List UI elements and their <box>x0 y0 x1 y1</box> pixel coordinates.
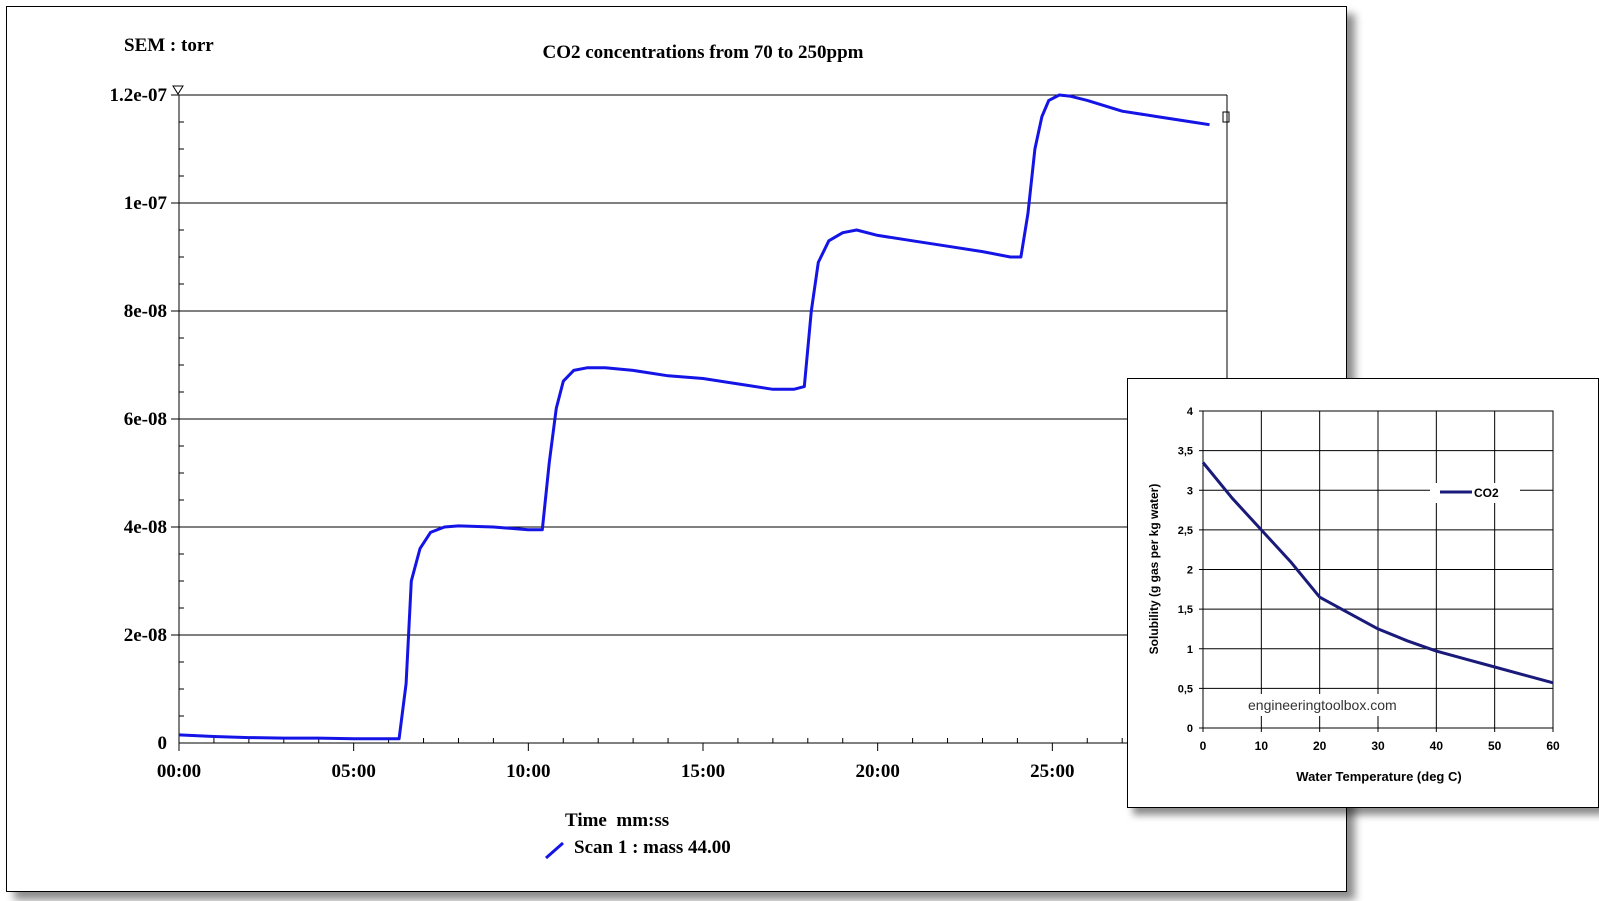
inset-annotation-bg <box>1243 694 1433 716</box>
inset-x-tick-label-3: 30 <box>1371 739 1385 753</box>
main-grid <box>171 94 1227 636</box>
inset-plot-frame <box>1202 410 1554 729</box>
main-series-line <box>178 93 1210 741</box>
legend-line-icon <box>545 841 564 860</box>
main-y-tick-label-3: 6e-08 <box>124 409 167 430</box>
main-x-tick-label-2: 10:00 <box>506 761 550 782</box>
inset-y-tick-label-4: 2 <box>1187 565 1193 577</box>
inset-x-axis-label: Water Temperature (deg C) <box>1296 769 1461 784</box>
legend-entry-scan1: Scan 1 : mass 44.00 <box>574 837 731 858</box>
main-y-tick-label-2: 4e-08 <box>124 517 167 538</box>
inset-x-tick-label-4: 40 <box>1430 739 1444 753</box>
inset-chart-panel: 0 0,5 1 1,5 2 2,5 3 3,5 4 0 10 20 30 40 50 60 engineer… <box>1127 378 1599 808</box>
main-y-tick-label-4: 8e-08 <box>124 301 167 322</box>
inset-y-tick-label-7: 3,5 <box>1178 446 1193 458</box>
inset-y-tick-label-2: 1 <box>1187 644 1193 656</box>
inset-y-tick-labels: 0 0,5 1 1,5 2 2,5 3 3,5 4 <box>1178 406 1194 735</box>
inset-chart-svg: 0 0,5 1 1,5 2 2,5 3 3,5 4 0 10 20 30 40 50 60 engineer… <box>1147 406 1560 784</box>
inset-y-tick-label-0: 0 <box>1187 723 1193 735</box>
main-y-tick-label-5: 1e-07 <box>124 193 168 214</box>
inset-y-tick-label-1: 0,5 <box>1178 683 1193 695</box>
inset-x-tick-label-6: 60 <box>1546 739 1560 753</box>
inset-series-line <box>1201 461 1554 685</box>
inset-y-tick-label-8: 4 <box>1187 406 1194 418</box>
main-x-tick-label-4: 20:00 <box>856 761 900 782</box>
main-y-tick-labels: 0 2e-08 4e-08 6e-08 8e-08 1e-07 1.2e-07 <box>109 85 167 754</box>
inset-y-tick-label-5: 2,5 <box>1178 525 1193 537</box>
main-chart-panel: 0 2e-08 4e-08 6e-08 8e-08 1e-07 1.2e-07 00:00 0… <box>6 6 1347 892</box>
main-x-tick-labels: 00:00 05:00 10:00 15:00 20:00 25:00 <box>157 761 1075 782</box>
main-x-axis-label: Time mm:ss <box>565 810 669 831</box>
inset-y-axis-label: Solubility (g gas per kg water) <box>1147 484 1161 655</box>
top-marker-icon <box>172 85 184 95</box>
corner-unit-label: SEM : torr <box>124 35 214 56</box>
main-y-tick-label-0: 0 <box>158 733 168 754</box>
inset-x-tick-label-1: 10 <box>1255 739 1269 753</box>
main-x-tick-label-1: 05:00 <box>332 761 376 782</box>
main-x-tick-label-5: 25:00 <box>1030 761 1074 782</box>
main-minor-ticks <box>178 94 1228 751</box>
main-y-tick-label-1: 2e-08 <box>124 625 167 646</box>
inset-legend-bg <box>1430 483 1520 503</box>
main-x-tick-label-3: 15:00 <box>681 761 725 782</box>
end-marker-icon <box>1222 111 1230 123</box>
main-chart-title: CO2 concentrations from 70 to 250ppm <box>542 42 863 63</box>
inset-y-tick-label-3: 1,5 <box>1178 604 1193 616</box>
inset-x-tick-label-0: 0 <box>1200 739 1207 753</box>
inset-x-tick-labels: 0 10 20 30 40 50 60 <box>1200 739 1560 753</box>
inset-annotation: engineeringtoolbox.com <box>1248 697 1397 713</box>
inset-grid <box>1199 410 1554 732</box>
inset-legend-entry-co2: CO2 <box>1474 486 1499 500</box>
main-x-tick-label-0: 00:00 <box>157 761 201 782</box>
inset-y-tick-label-6: 3 <box>1187 485 1193 497</box>
main-y-tick-label-6: 1.2e-07 <box>109 85 167 106</box>
inset-x-tick-label-5: 50 <box>1488 739 1502 753</box>
inset-x-tick-label-2: 20 <box>1313 739 1327 753</box>
